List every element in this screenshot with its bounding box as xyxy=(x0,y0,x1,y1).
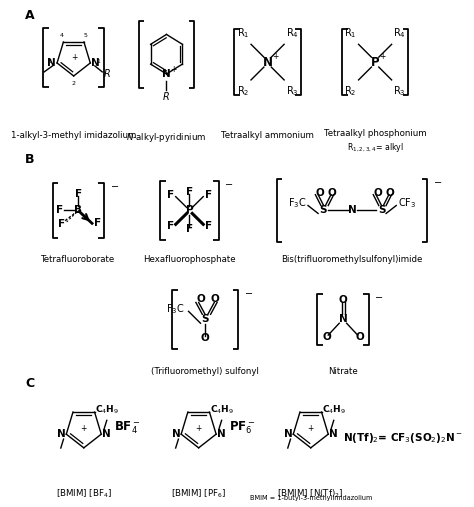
Text: R$_{1,2,3,4}$= alkyl: R$_{1,2,3,4}$= alkyl xyxy=(346,141,404,154)
Text: N(Tf)$_2$= CF$_3$(SO$_2$)$_2$N$^-$: N(Tf)$_2$= CF$_3$(SO$_2$)$_2$N$^-$ xyxy=(343,431,463,445)
Text: N: N xyxy=(56,429,65,439)
Text: 1: 1 xyxy=(97,58,100,63)
Text: R$_1$: R$_1$ xyxy=(344,26,357,41)
Text: $-$: $-$ xyxy=(433,176,442,186)
Text: F: F xyxy=(167,221,174,231)
Text: R$_4$: R$_4$ xyxy=(286,26,299,41)
Text: $-$: $-$ xyxy=(109,180,118,190)
Text: F: F xyxy=(186,187,193,197)
Text: A: A xyxy=(25,9,35,22)
Text: F$_3$C: F$_3$C xyxy=(288,197,306,210)
Text: F: F xyxy=(186,224,193,234)
Text: Tetraalkyl ammonium: Tetraalkyl ammonium xyxy=(221,131,314,140)
Text: B: B xyxy=(25,153,35,166)
Text: N: N xyxy=(217,429,226,439)
Text: N: N xyxy=(172,429,180,439)
Text: F: F xyxy=(94,219,101,228)
Text: O: O xyxy=(338,296,347,306)
Text: 2: 2 xyxy=(72,81,76,86)
Text: (Trifluoromethyl) sulfonyl: (Trifluoromethyl) sulfonyl xyxy=(151,367,259,376)
Text: S: S xyxy=(201,314,209,324)
Text: O: O xyxy=(374,188,382,198)
Text: R: R xyxy=(104,69,111,79)
Text: N: N xyxy=(47,58,56,68)
Text: N: N xyxy=(162,69,171,79)
Text: O: O xyxy=(385,188,394,198)
Text: $-$: $-$ xyxy=(224,178,234,188)
Text: +: + xyxy=(81,423,87,432)
Text: C$_4$H$_9$: C$_4$H$_9$ xyxy=(210,404,234,416)
Text: +: + xyxy=(195,423,202,432)
Text: 4: 4 xyxy=(60,33,64,38)
Text: R$_3$: R$_3$ xyxy=(393,84,406,98)
Text: N: N xyxy=(102,429,111,439)
Text: +: + xyxy=(308,423,314,432)
Text: Bis(trifluoromethylsulfonyl)imide: Bis(trifluoromethylsulfonyl)imide xyxy=(282,255,423,264)
Text: [BMIM] [BF$_4$]: [BMIM] [BF$_4$] xyxy=(56,487,112,500)
Text: O: O xyxy=(201,333,210,343)
Text: N: N xyxy=(348,205,356,215)
Text: R: R xyxy=(163,92,170,102)
Text: N: N xyxy=(91,58,100,68)
Text: R$_4$: R$_4$ xyxy=(393,26,406,41)
Text: PF$_6^-$: PF$_6^-$ xyxy=(228,420,255,437)
Text: C$_4$H$_9$: C$_4$H$_9$ xyxy=(95,404,119,416)
Text: N: N xyxy=(283,429,292,439)
Text: $\it{N}$-alkyl-pyridinium: $\it{N}$-alkyl-pyridinium xyxy=(127,131,207,144)
Text: F: F xyxy=(58,220,65,229)
Text: [BMIM] [N(Tf)$_2$]: [BMIM] [N(Tf)$_2$] xyxy=(277,487,344,500)
Text: 1-alkyl-3-methyl imidazolium: 1-alkyl-3-methyl imidazolium xyxy=(11,131,137,140)
Text: Nitrate: Nitrate xyxy=(328,367,358,376)
Text: R$_3$: R$_3$ xyxy=(286,84,299,98)
Text: BMIM = 1-butyl-3-methylimidazolium: BMIM = 1-butyl-3-methylimidazolium xyxy=(250,495,372,501)
Text: F$_3$C: F$_3$C xyxy=(166,303,185,316)
Text: C$_4$H$_9$: C$_4$H$_9$ xyxy=(322,404,346,416)
Text: +: + xyxy=(170,64,176,74)
Text: O: O xyxy=(322,332,331,342)
Text: Tetrafluoroborate: Tetrafluoroborate xyxy=(41,255,115,264)
Text: N: N xyxy=(329,429,338,439)
Text: R$_1$: R$_1$ xyxy=(237,26,249,41)
Text: +: + xyxy=(380,52,386,61)
Text: Hexafluorophosphate: Hexafluorophosphate xyxy=(143,255,236,264)
Text: F: F xyxy=(55,205,63,215)
Text: O: O xyxy=(316,188,324,198)
Text: F: F xyxy=(75,189,82,199)
Text: $-$: $-$ xyxy=(374,291,383,301)
Text: BF$_4^-$: BF$_4^-$ xyxy=(114,420,140,437)
Text: R$_2$: R$_2$ xyxy=(344,84,357,98)
Text: $-$: $-$ xyxy=(244,286,253,297)
Text: S: S xyxy=(319,205,327,215)
Text: P: P xyxy=(371,56,379,68)
Text: C: C xyxy=(25,377,34,390)
Text: O: O xyxy=(328,188,336,198)
Text: Tetraalkyl phosphonium: Tetraalkyl phosphonium xyxy=(324,129,427,138)
Text: F: F xyxy=(205,190,212,200)
Text: O: O xyxy=(211,295,219,305)
Text: R$_2$: R$_2$ xyxy=(237,84,249,98)
Text: +: + xyxy=(272,52,279,61)
Text: B: B xyxy=(74,205,82,215)
Text: S: S xyxy=(378,205,385,215)
Text: CF$_3$: CF$_3$ xyxy=(398,197,416,210)
Text: +: + xyxy=(72,53,78,62)
Text: F: F xyxy=(205,221,212,231)
Text: [BMIM] [PF$_6$]: [BMIM] [PF$_6$] xyxy=(171,487,226,500)
Text: P: P xyxy=(186,205,193,215)
Text: N: N xyxy=(338,314,347,324)
Text: O: O xyxy=(355,332,364,342)
Text: F: F xyxy=(167,190,174,200)
Text: 5: 5 xyxy=(84,33,88,38)
Text: O: O xyxy=(196,295,205,305)
Text: N: N xyxy=(263,56,273,68)
Text: 3: 3 xyxy=(48,58,52,63)
